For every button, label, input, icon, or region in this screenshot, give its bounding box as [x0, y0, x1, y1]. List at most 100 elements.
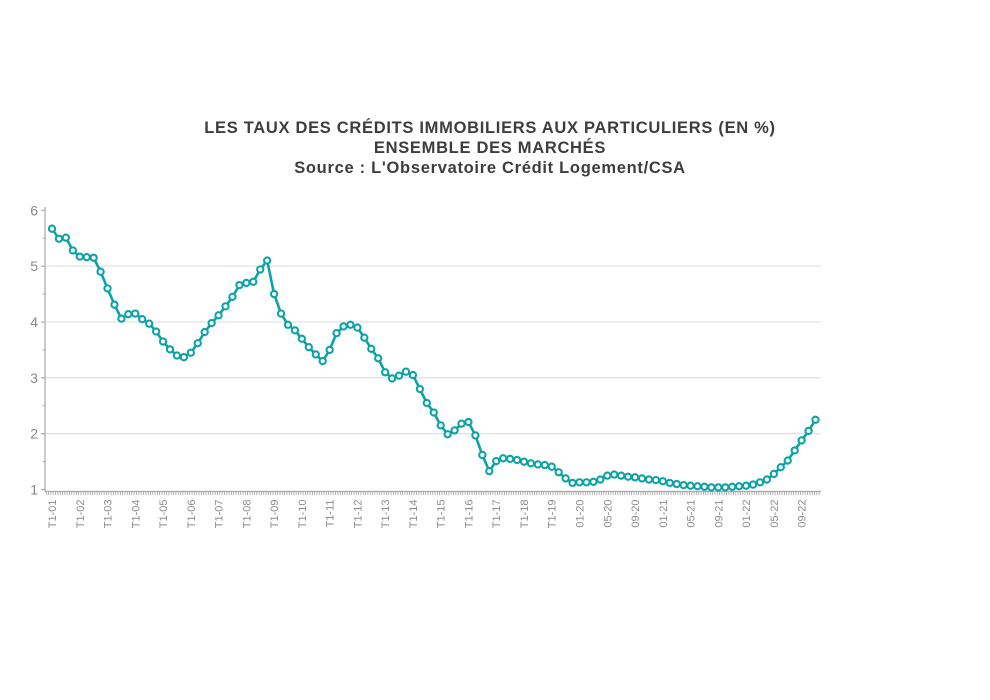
data-point-marker — [519, 457, 529, 466]
y-axis-tick-label: 3 — [30, 370, 38, 386]
x-axis-tick-label: T1-03 — [103, 500, 115, 529]
data-point-marker — [589, 477, 598, 486]
data-point-marker — [221, 302, 230, 311]
data-point-marker — [249, 277, 258, 286]
x-axis-tick-label: T1-02 — [75, 500, 87, 529]
data-point-marker — [617, 471, 626, 480]
data-point-marker — [89, 253, 98, 262]
rate-line — [50, 227, 817, 489]
data-point-marker — [707, 483, 716, 492]
data-point-marker — [346, 320, 355, 329]
data-point-marker — [158, 337, 168, 346]
data-point-marker — [811, 415, 820, 424]
data-point-marker — [735, 482, 744, 491]
data-point-marker — [332, 329, 341, 338]
x-axis-tick-label: T1-05 — [158, 500, 170, 529]
data-point-marker — [623, 472, 633, 481]
data-point-marker — [318, 356, 327, 366]
data-point-marker — [276, 309, 286, 318]
x-axis-tick-label: T1-11 — [325, 500, 337, 528]
y-axis-tick-label: 5 — [30, 258, 38, 274]
data-point-marker — [235, 280, 244, 290]
data-point-marker — [450, 426, 459, 435]
x-axis-tick-label: 05-20 — [602, 500, 614, 528]
data-point-marker — [644, 475, 654, 484]
data-point-marker — [533, 460, 543, 469]
y-axis-major-ticks — [41, 209, 45, 491]
data-point-marker — [200, 327, 209, 337]
data-point-marker — [360, 333, 369, 342]
data-point-marker — [637, 474, 647, 483]
data-point-marker — [214, 311, 223, 320]
data-point-marker — [554, 468, 563, 477]
data-point-marker — [783, 456, 792, 465]
data-point-marker — [82, 253, 91, 262]
x-axis-tick-label: T1-13 — [380, 500, 392, 529]
data-point-marker — [526, 459, 536, 468]
data-point-marker — [540, 460, 549, 470]
data-point-marker — [443, 430, 452, 439]
data-point-marker — [485, 467, 494, 476]
data-point-marker — [471, 431, 480, 440]
data-point-marker — [47, 224, 57, 233]
chart-title-line-1: LES TAUX DES CRÉDITS IMMOBILIERS AUX PAR… — [204, 119, 776, 137]
data-point-marker — [269, 289, 279, 299]
data-point-marker — [186, 348, 195, 357]
data-point-marker — [179, 353, 189, 362]
x-axis-tick-label: T1-06 — [186, 500, 198, 529]
x-axis-tick-label: 05-21 — [686, 500, 698, 528]
data-point-marker — [353, 323, 362, 332]
x-axis-ticks — [45, 491, 820, 496]
data-point-marker — [131, 309, 140, 318]
data-point-marker — [728, 482, 737, 491]
data-point-marker — [61, 233, 71, 242]
data-point-marker — [429, 408, 438, 417]
x-axis-tick-label: T1-01 — [47, 500, 59, 529]
data-point-marker — [172, 351, 182, 360]
y-axis-tick-label: 1 — [30, 482, 38, 498]
data-point-marker — [207, 318, 216, 328]
x-axis-tick-label: T1-18 — [519, 500, 531, 529]
data-point-marker — [610, 470, 619, 479]
x-axis-tick-label: 01-21 — [658, 500, 670, 528]
data-point-marker — [561, 474, 570, 483]
data-point-marker — [415, 384, 425, 394]
data-point-marker — [283, 320, 293, 329]
data-point-marker — [387, 374, 397, 383]
chart-source-line: Source : L'Observatoire Crédit Logement/… — [294, 159, 686, 177]
data-point-marker — [311, 350, 320, 359]
data-point-marker — [755, 478, 765, 487]
chart-title-line-2: ENSEMBLE DES MARCHÉS — [373, 139, 607, 157]
data-point-marker — [242, 278, 251, 288]
data-point-marker — [568, 478, 577, 488]
x-axis-tick-label: 09-20 — [630, 500, 642, 528]
data-point-marker — [658, 477, 667, 486]
x-axis-tick-label: T1-16 — [463, 500, 475, 529]
data-point-marker — [603, 471, 612, 480]
x-axis-tick-label: 01-22 — [741, 500, 753, 528]
data-point-marker — [145, 319, 154, 328]
data-point-marker — [748, 480, 758, 489]
data-point-marker — [290, 326, 300, 335]
y-axis-minor-ticks — [42, 237, 45, 463]
data-point-marker — [75, 252, 84, 261]
data-point-marker — [124, 310, 133, 319]
data-point-marker — [686, 481, 695, 490]
data-point-marker — [408, 370, 418, 380]
chart-title-block: LES TAUX DES CRÉDITS IMMOBILIERS AUX PAR… — [0, 118, 980, 178]
data-point-marker — [103, 284, 112, 293]
data-point-marker — [110, 300, 119, 309]
data-point-marker — [297, 334, 307, 343]
x-axis-tick-label: 05-22 — [769, 500, 781, 528]
data-point-marker — [582, 478, 591, 487]
x-axis-tick-label: T1-15 — [436, 500, 448, 529]
data-point-marker — [762, 475, 772, 484]
data-point-marker — [401, 367, 411, 376]
data-point-marker — [512, 455, 522, 465]
x-axis-tick-label: T1-07 — [214, 500, 226, 529]
data-point-marker — [394, 371, 404, 380]
data-point-marker — [138, 315, 147, 324]
data-point-marker — [68, 246, 77, 255]
